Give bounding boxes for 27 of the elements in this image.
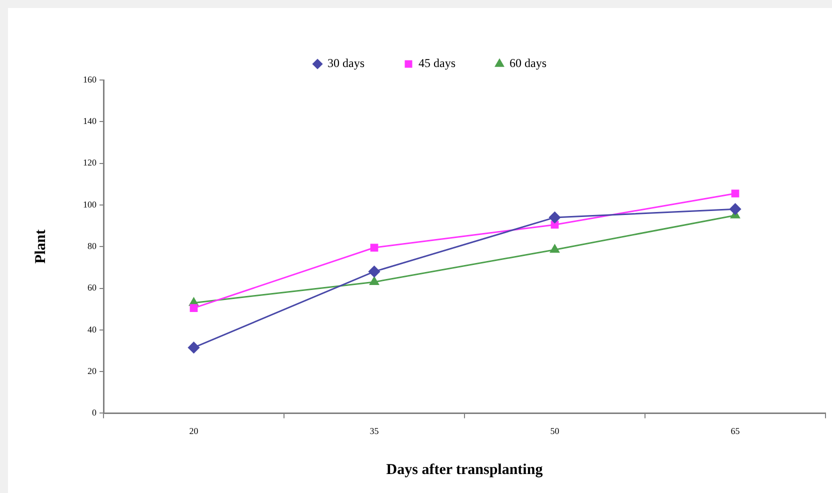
point	[188, 342, 200, 354]
legend-label: 60 days	[510, 56, 547, 70]
y-axis-title: Plant	[32, 230, 49, 264]
point	[730, 203, 741, 215]
point	[190, 304, 198, 312]
legend-label: 45 days	[418, 56, 456, 70]
x-tick-label: 35	[370, 426, 380, 436]
y-tick-label: 40	[88, 324, 97, 334]
point	[370, 244, 378, 252]
y-tick-label: 20	[88, 366, 97, 376]
x-tick-label: 50	[550, 426, 560, 436]
point	[549, 212, 560, 224]
x-axis-title: Days after transplanting	[386, 462, 544, 478]
legend-label: 30 days	[328, 56, 365, 70]
point	[368, 266, 380, 278]
y-tick-label: 80	[88, 240, 97, 251]
point	[370, 276, 379, 286]
y-tick-label: 60	[88, 282, 97, 293]
point	[731, 190, 740, 198]
x-tick-label: 65	[730, 426, 740, 436]
x-tick-label: 20	[189, 426, 199, 436]
y-tick-label: 100	[83, 199, 97, 210]
y-tick-label: 0	[92, 408, 97, 418]
point	[550, 244, 560, 253]
y-tick-label: 140	[83, 116, 97, 126]
y-tick-label: 120	[83, 158, 97, 168]
y-tick-label: 160	[83, 74, 97, 84]
